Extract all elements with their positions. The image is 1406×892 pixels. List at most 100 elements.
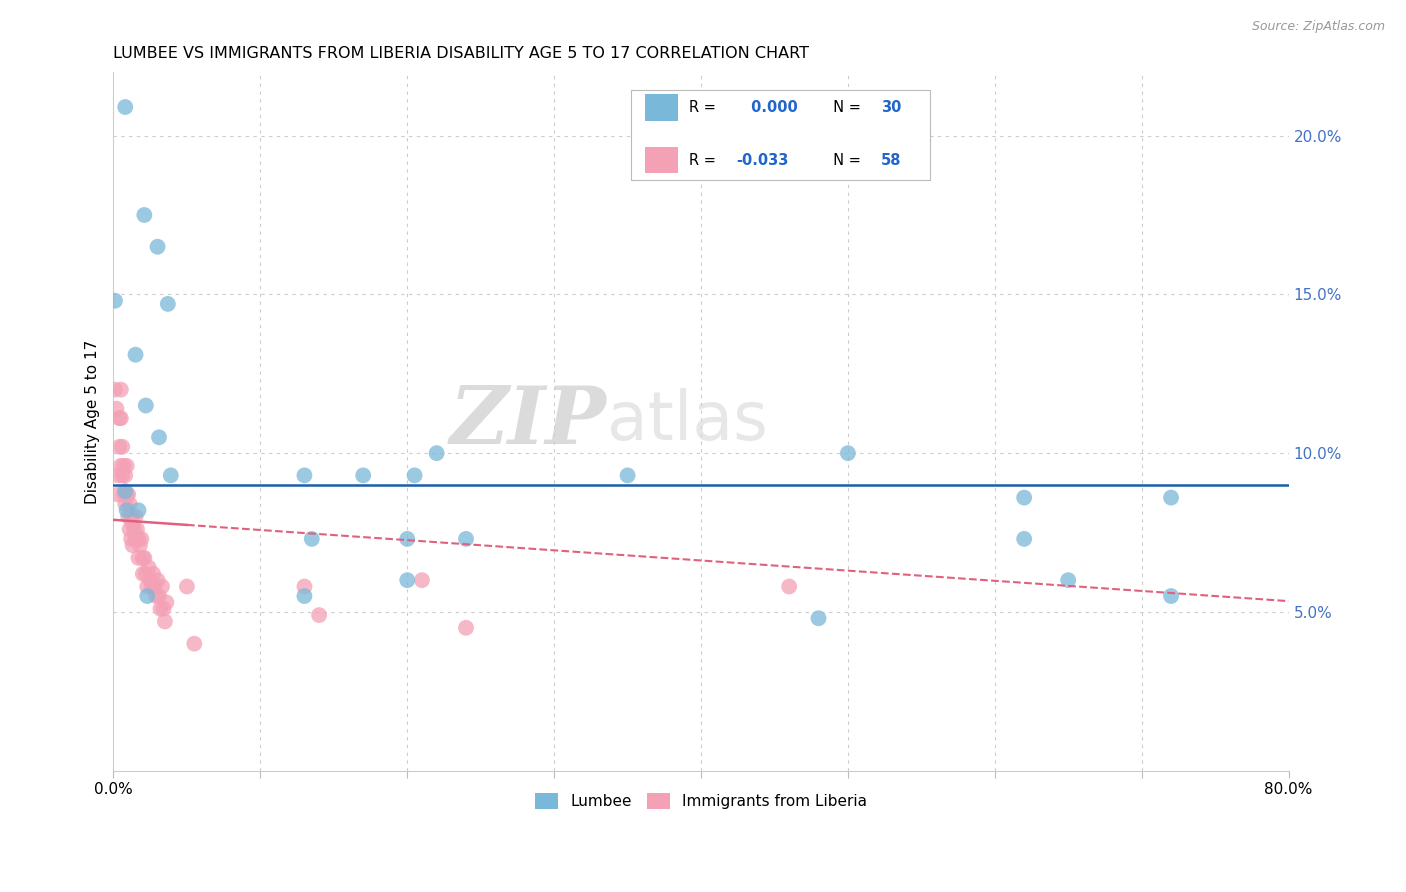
- Point: [114, 100, 136, 114]
- Point: [104, 383, 127, 397]
- Point: [396, 573, 419, 587]
- Text: Source: ZipAtlas.com: Source: ZipAtlas.com: [1251, 20, 1385, 33]
- Point: [143, 580, 166, 594]
- Point: [138, 560, 160, 574]
- Point: [105, 401, 128, 416]
- Text: R =: R =: [689, 100, 721, 115]
- Point: [1160, 491, 1182, 505]
- Point: [127, 503, 149, 517]
- Point: [176, 580, 198, 594]
- Point: [107, 487, 129, 501]
- Point: [404, 468, 426, 483]
- Text: N =: N =: [824, 153, 866, 168]
- Text: LUMBEE VS IMMIGRANTS FROM LIBERIA DISABILITY AGE 5 TO 17 CORRELATION CHART: LUMBEE VS IMMIGRANTS FROM LIBERIA DISABI…: [114, 46, 810, 62]
- Point: [148, 589, 170, 603]
- Point: [129, 538, 152, 552]
- Point: [156, 297, 179, 311]
- Point: [125, 522, 148, 536]
- Point: [183, 637, 205, 651]
- Point: [117, 509, 139, 524]
- Point: [150, 580, 173, 594]
- Point: [115, 503, 138, 517]
- Point: [146, 573, 169, 587]
- Point: [153, 615, 176, 629]
- Y-axis label: Disability Age 5 to 17: Disability Age 5 to 17: [86, 339, 100, 503]
- Point: [118, 497, 141, 511]
- Point: [131, 532, 153, 546]
- Point: [136, 589, 159, 603]
- Point: [134, 208, 156, 222]
- Point: [1012, 491, 1035, 505]
- Point: [146, 240, 169, 254]
- Point: [132, 550, 155, 565]
- Point: [114, 497, 136, 511]
- Point: [111, 468, 134, 483]
- Text: R =: R =: [689, 153, 721, 168]
- Point: [127, 532, 149, 546]
- Point: [152, 601, 174, 615]
- Point: [616, 468, 638, 483]
- Text: 30: 30: [880, 100, 901, 115]
- Point: [132, 566, 155, 581]
- Point: [108, 440, 131, 454]
- Point: [121, 538, 143, 552]
- Point: [135, 399, 157, 413]
- Point: [807, 611, 830, 625]
- Point: [454, 532, 477, 546]
- Point: [136, 580, 159, 594]
- Point: [301, 532, 323, 546]
- Point: [104, 293, 127, 308]
- Point: [454, 621, 477, 635]
- Point: [135, 566, 157, 581]
- Point: [121, 516, 143, 530]
- Point: [112, 487, 135, 501]
- Point: [139, 573, 162, 587]
- FancyBboxPatch shape: [630, 89, 931, 180]
- Point: [127, 550, 149, 565]
- Point: [148, 430, 170, 444]
- Text: N =: N =: [824, 100, 866, 115]
- Point: [112, 458, 135, 473]
- Point: [1057, 573, 1080, 587]
- Point: [124, 532, 146, 546]
- Point: [141, 580, 163, 594]
- Point: [352, 468, 374, 483]
- Point: [134, 550, 156, 565]
- Text: atlas: atlas: [607, 388, 768, 454]
- Point: [118, 522, 141, 536]
- Text: -0.033: -0.033: [737, 153, 789, 168]
- Point: [124, 348, 146, 362]
- Point: [124, 509, 146, 524]
- Text: 0.000: 0.000: [745, 100, 797, 115]
- Point: [155, 595, 177, 609]
- Point: [117, 487, 139, 501]
- Point: [411, 573, 433, 587]
- Point: [115, 487, 138, 501]
- Legend: Lumbee, Immigrants from Liberia: Lumbee, Immigrants from Liberia: [529, 788, 873, 815]
- Point: [426, 446, 449, 460]
- Point: [294, 468, 316, 483]
- Point: [115, 458, 138, 473]
- Point: [294, 589, 316, 603]
- Text: 58: 58: [880, 153, 901, 168]
- FancyBboxPatch shape: [644, 147, 678, 173]
- Point: [396, 532, 419, 546]
- Point: [308, 608, 330, 623]
- Point: [111, 440, 134, 454]
- FancyBboxPatch shape: [644, 95, 678, 121]
- Point: [159, 468, 181, 483]
- Point: [294, 580, 316, 594]
- Point: [114, 468, 136, 483]
- Text: ZIP: ZIP: [450, 383, 607, 460]
- Point: [108, 411, 131, 425]
- Point: [142, 566, 165, 581]
- Point: [120, 509, 142, 524]
- Point: [122, 522, 145, 536]
- Point: [778, 580, 800, 594]
- Point: [110, 383, 132, 397]
- Point: [837, 446, 859, 460]
- Point: [1160, 589, 1182, 603]
- Point: [107, 468, 129, 483]
- Point: [110, 411, 132, 425]
- Point: [110, 458, 132, 473]
